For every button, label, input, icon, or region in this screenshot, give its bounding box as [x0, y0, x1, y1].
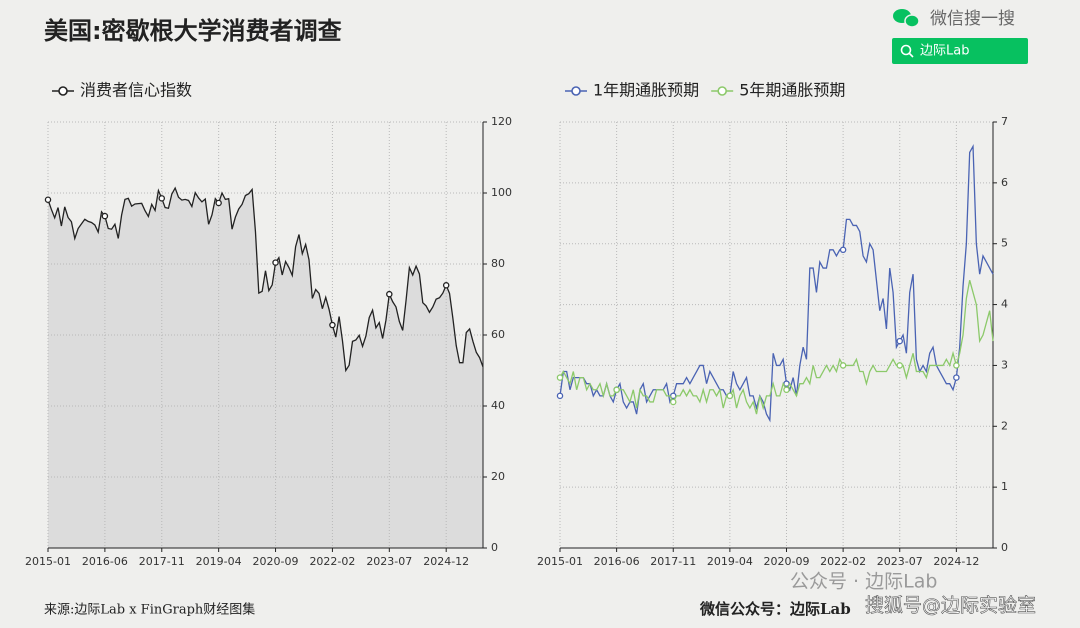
- search-icon: [908, 52, 914, 58]
- x-tick-label: 2019-04: [707, 555, 753, 568]
- legend-label: 1年期通胀预期: [593, 81, 699, 100]
- search-icon: [900, 44, 912, 56]
- x-tick-label: 2020-09: [253, 555, 299, 568]
- x-tick-label: 2016-06: [594, 555, 640, 568]
- y-tick-label: 2: [1001, 419, 1008, 432]
- x-tick-label: 2017-11: [139, 555, 185, 568]
- point-marker: [44, 196, 52, 203]
- x-tick-label: 2015-01: [537, 555, 583, 568]
- watermark: 公众号 · 边际Lab: [790, 571, 937, 593]
- point-marker: [953, 362, 960, 369]
- watermark: 搜狐号@边际实验室: [865, 595, 1036, 617]
- y-tick-label: 40: [491, 399, 505, 412]
- point-marker: [158, 195, 166, 202]
- x-tick-label: 2017-11: [650, 555, 696, 568]
- point-marker: [215, 199, 222, 207]
- y-tick-label: 3: [1001, 358, 1008, 371]
- wechat-search: 微信搜一搜 边际Lab: [892, 9, 1028, 64]
- point-marker: [442, 282, 450, 289]
- chart: 0 20 40 60 80 100 120 2015-01 2016-06 2017-11 2019…: [25, 81, 512, 569]
- x-tick-label: 2024-12: [423, 555, 469, 568]
- legend-symbol: [717, 86, 727, 96]
- source-note: 来源:边际Lab x FinGraph财经图集: [44, 602, 255, 618]
- area: [48, 188, 483, 548]
- y-tick-label: 0: [1001, 541, 1008, 554]
- point-marker: [669, 398, 677, 406]
- y-tick-label: 5: [1001, 237, 1008, 250]
- point-marker: [101, 212, 109, 220]
- y-tick-label: 20: [491, 470, 505, 483]
- y-tick-label: 6: [1001, 176, 1008, 189]
- chart: 0 1 2 3 4 5 6 7 2015-01 2016-06 2017-11 2019-04 2020…: [537, 81, 1008, 569]
- account-note: 微信公众号：边际Lab: [699, 600, 851, 618]
- x-tick-label: 2023-07: [366, 555, 412, 568]
- series-line: [47, 186, 484, 373]
- point-marker: [896, 337, 903, 345]
- page-title: 美国:密歇根大学消费者调查: [44, 17, 342, 45]
- x-tick-label: 2020-09: [764, 555, 810, 568]
- wechat-icon: [904, 14, 920, 28]
- x-tick-label: 2022-02: [820, 555, 866, 568]
- y-tick-label: 0: [491, 541, 498, 554]
- point-marker: [953, 374, 960, 381]
- y-tick-label: 1: [1001, 480, 1008, 493]
- point-marker: [726, 392, 734, 400]
- x-tick-label: 2023-07: [877, 555, 923, 568]
- series-line: [559, 280, 994, 415]
- point-marker: [839, 362, 847, 369]
- point-marker: [896, 362, 903, 369]
- legend-label: 消费者信心指数: [80, 81, 192, 100]
- search-box[interactable]: [892, 38, 1028, 64]
- point-marker: [272, 259, 279, 266]
- search-query[interactable]: 边际Lab: [920, 44, 969, 59]
- point-marker: [613, 386, 620, 394]
- x-tick-label: 2016-06: [82, 555, 128, 568]
- x-tick-label: 2015-01: [25, 555, 71, 568]
- point-marker: [556, 374, 564, 381]
- legend-symbol: [571, 86, 581, 96]
- y-tick-label: 120: [491, 115, 512, 128]
- point-marker: [386, 290, 393, 298]
- y-tick-label: 7: [1001, 115, 1008, 128]
- point-marker: [839, 246, 847, 254]
- y-tick-label: 4: [1001, 298, 1008, 311]
- y-tick-label: 80: [491, 257, 505, 270]
- x-tick-label: 2019-04: [196, 555, 242, 568]
- y-tick-label: 60: [491, 328, 505, 341]
- legend-symbol: [58, 86, 68, 96]
- point-marker: [329, 321, 336, 329]
- x-tick-label: 2022-02: [309, 555, 355, 568]
- y-tick-label: 100: [491, 186, 512, 199]
- point-marker: [783, 386, 790, 394]
- x-tick-label: 2024-12: [933, 555, 979, 568]
- point-marker: [556, 392, 564, 400]
- search-brand: 微信搜一搜: [930, 9, 1015, 29]
- series-line: [559, 143, 994, 423]
- legend-label: 5年期通胀预期: [739, 81, 845, 100]
